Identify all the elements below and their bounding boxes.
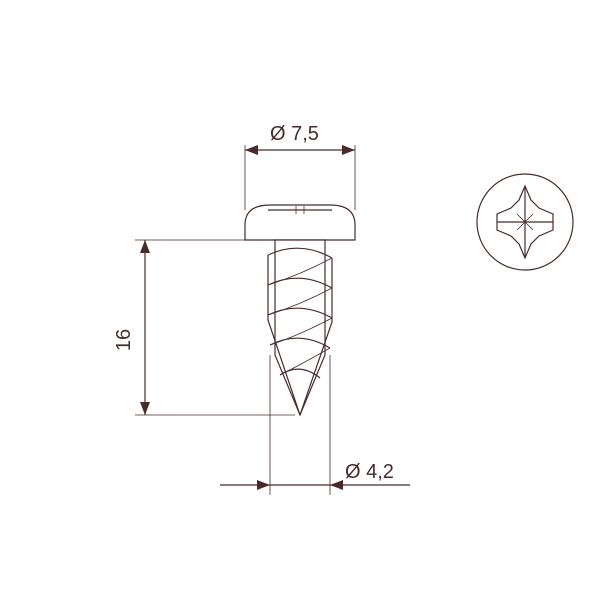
screw-side-view	[245, 205, 355, 415]
screw-top-view	[477, 174, 573, 270]
label-length: 16	[113, 329, 135, 351]
technical-drawing: Ø 7,5 16 Ø 4,2	[0, 0, 600, 600]
label-shaft-diameter: Ø 4,2	[345, 461, 394, 483]
dimension-head-diameter: Ø 7,5	[245, 123, 355, 210]
label-head-diameter: Ø 7,5	[270, 123, 319, 145]
